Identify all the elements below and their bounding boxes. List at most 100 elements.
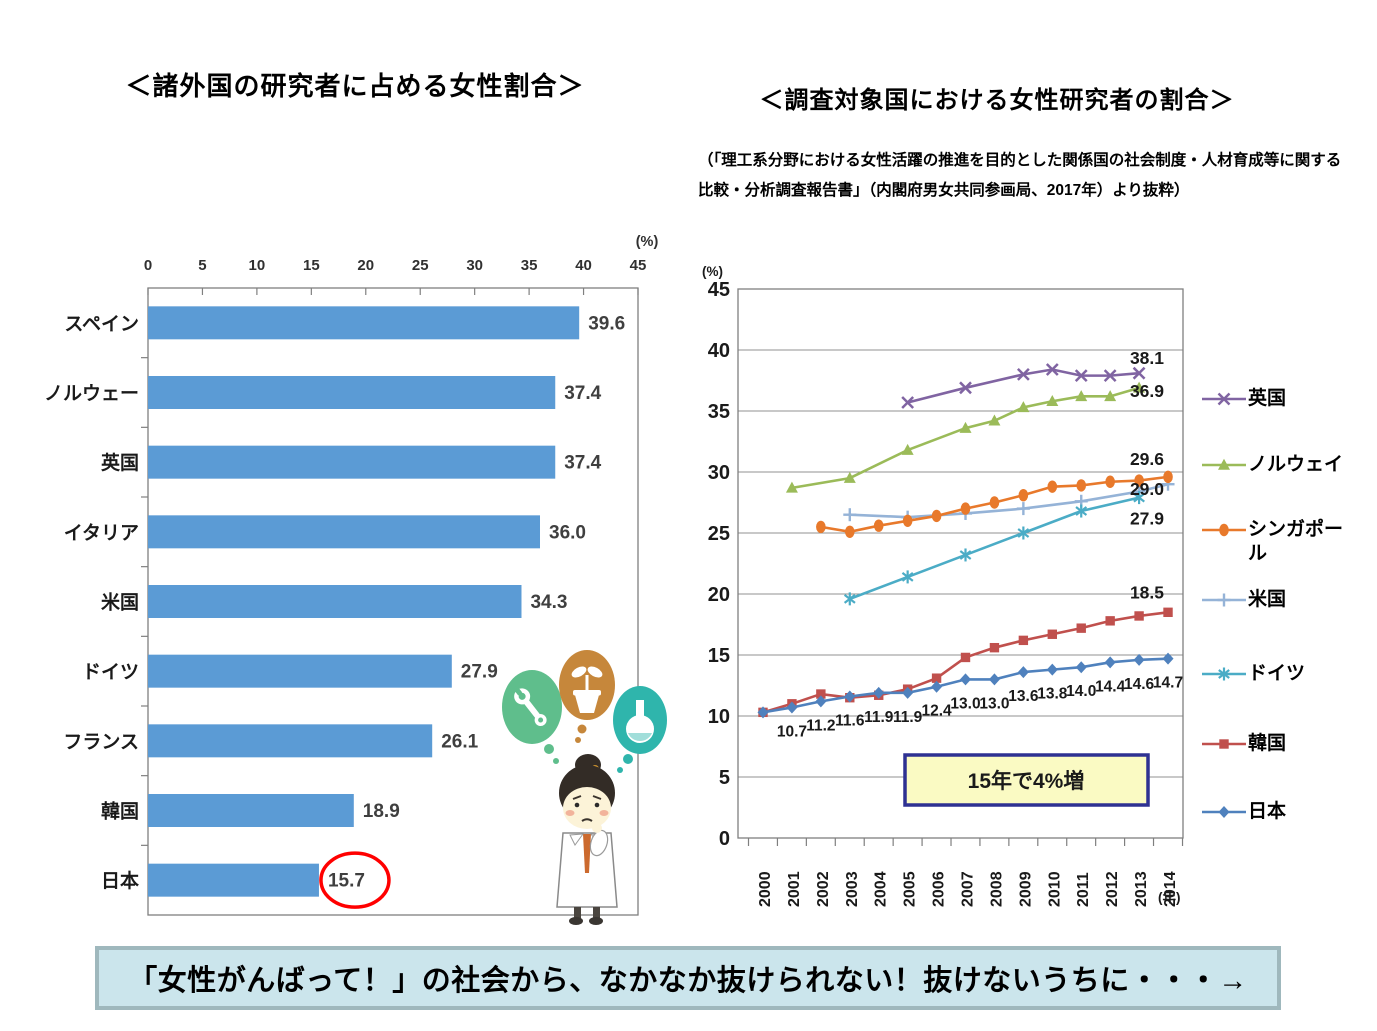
diamond-marker xyxy=(931,680,943,693)
legend-marker-triangle-icon xyxy=(1202,458,1246,470)
legend-item: 韓国 xyxy=(1201,732,1356,756)
x-axis-year-label: 2011 xyxy=(1075,872,1092,907)
series-marker xyxy=(988,414,1001,426)
legend-marker xyxy=(1219,739,1229,749)
circle-marker xyxy=(816,520,826,534)
bubble-tail xyxy=(575,737,581,743)
series-marker xyxy=(988,673,1000,686)
japan-point-label: 13.0 xyxy=(950,695,980,712)
y-axis-tick-label: 35 xyxy=(708,401,730,423)
wrench-icon xyxy=(512,685,547,727)
square-marker xyxy=(1105,616,1115,626)
series-marker xyxy=(1133,381,1146,393)
series-2 xyxy=(785,381,1146,493)
legend-marker xyxy=(1217,593,1231,607)
legend-marker xyxy=(1218,806,1230,818)
series-marker xyxy=(1134,611,1144,621)
line xyxy=(1218,669,1230,679)
bubble-tail xyxy=(553,758,559,764)
series-marker xyxy=(901,396,915,409)
line xyxy=(1016,368,1030,381)
tie xyxy=(583,834,591,873)
circle-marker xyxy=(902,514,913,527)
series-3 xyxy=(816,470,1173,538)
legend-item: シンガポール xyxy=(1201,518,1356,566)
line-chart-subtitle: （「理工系分野における女性活躍の推進を目的とした関係国の社会制度・人材育成等に関… xyxy=(698,152,1342,200)
series-marker xyxy=(1134,474,1144,487)
wrench-hole xyxy=(518,692,526,700)
bar-value-label: 27.9 xyxy=(461,662,498,683)
annotation-text: 15年で4%増 xyxy=(968,769,1085,793)
square-marker xyxy=(931,673,942,683)
square-marker xyxy=(989,642,1000,653)
circle-marker xyxy=(1163,470,1173,484)
series-marker xyxy=(1045,363,1059,376)
diamond-marker xyxy=(786,701,798,714)
legend-label: シンガポール xyxy=(1248,519,1344,564)
series-marker xyxy=(1133,491,1145,505)
x-axis-tick-label: 40 xyxy=(575,257,592,274)
diamond-marker xyxy=(1017,666,1029,679)
series-marker xyxy=(959,548,972,562)
series-marker xyxy=(989,496,1000,509)
legend-item: ドイツ xyxy=(1201,662,1356,686)
diamond-marker xyxy=(960,673,972,686)
series-marker xyxy=(1016,502,1030,516)
circle-marker xyxy=(844,525,855,538)
series-marker xyxy=(1075,390,1088,402)
diamond-marker xyxy=(1075,661,1087,674)
series-marker xyxy=(1162,652,1174,665)
annotation-box xyxy=(903,753,1150,807)
x-axis-year-label: 2001 xyxy=(786,871,803,907)
wrench-bubble xyxy=(502,670,562,764)
series-marker xyxy=(1103,369,1117,383)
mouth xyxy=(581,818,593,822)
x-axis-tick-label: 10 xyxy=(249,257,266,274)
category-label: 日本 xyxy=(101,869,139,892)
bar xyxy=(148,445,556,479)
series-marker xyxy=(902,686,914,699)
bubble-tail xyxy=(617,767,623,773)
series-marker xyxy=(960,502,971,515)
legend-label: 米国 xyxy=(1248,589,1287,610)
bubble-tail xyxy=(577,724,587,734)
series-marker xyxy=(843,471,856,483)
legend-label: ノルウェイ xyxy=(1248,454,1344,475)
category-label: 韓国 xyxy=(101,800,139,823)
series-marker xyxy=(1076,623,1086,633)
legend-label: 韓国 xyxy=(1248,733,1287,754)
legend-marker-diamond-icon xyxy=(1202,806,1246,818)
series-marker xyxy=(1133,653,1145,666)
square-marker xyxy=(1134,611,1144,621)
circle-marker xyxy=(1076,479,1087,492)
end-value-label: 36.9 xyxy=(1130,381,1164,401)
x-axis-tick-label: 5 xyxy=(198,257,206,274)
series-marker xyxy=(959,381,972,395)
square-marker xyxy=(1047,629,1057,639)
square-marker xyxy=(1219,739,1229,749)
series-7 xyxy=(757,652,1174,719)
series-marker xyxy=(1075,661,1087,674)
circle-marker xyxy=(1018,488,1029,502)
diamond-marker xyxy=(1046,663,1058,676)
japan-point-label: 11.9 xyxy=(893,709,923,726)
legend-marker xyxy=(1218,667,1230,681)
circle-marker xyxy=(873,519,884,532)
bar-chart: (%) 0 5 10 15 20 25 30 35 40 45 スペイン 39.6 ノルウェー 37.4 英国… xyxy=(44,234,658,916)
series-marker xyxy=(931,673,942,683)
eye xyxy=(574,802,580,808)
japan-point-label: 14.7 xyxy=(1153,675,1183,692)
diamond-marker xyxy=(1133,653,1145,666)
japan-point-label: 13.0 xyxy=(979,695,1009,712)
series-marker xyxy=(843,508,857,522)
series-marker xyxy=(815,695,827,708)
japan-point-label: 11.6 xyxy=(835,712,865,729)
series-marker xyxy=(786,701,798,714)
bar-value-label: 37.4 xyxy=(564,383,601,404)
flask-bubble xyxy=(613,686,667,773)
x-axis-year-label: 2004 xyxy=(873,871,890,907)
flask-body xyxy=(626,715,654,743)
x-axis-tick-label: 15 xyxy=(303,257,320,274)
line-chart-title: ＜調査対象国における女性研究者の割合＞ xyxy=(759,87,1235,114)
